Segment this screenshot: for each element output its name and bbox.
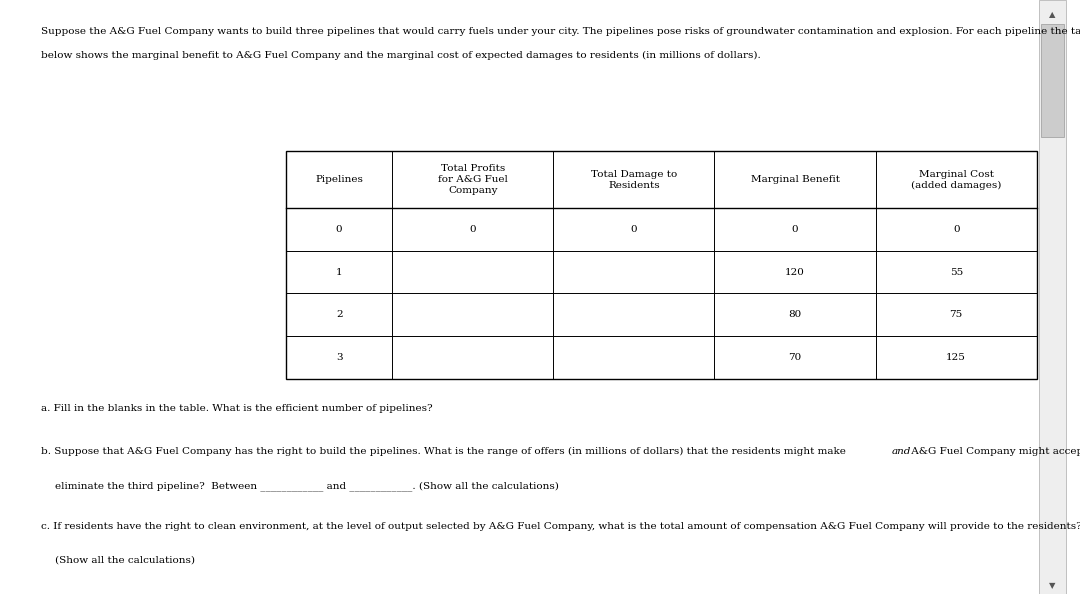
Text: 75: 75 xyxy=(949,310,963,320)
Text: 2: 2 xyxy=(336,310,342,320)
Text: Marginal Benefit: Marginal Benefit xyxy=(751,175,839,184)
Text: 55: 55 xyxy=(949,267,963,277)
Bar xyxy=(1041,24,1064,137)
Text: 0: 0 xyxy=(792,225,798,234)
Text: Suppose the A&G Fuel Company wants to build three pipelines that would carry fue: Suppose the A&G Fuel Company wants to bu… xyxy=(41,27,1080,36)
Text: 70: 70 xyxy=(788,353,801,362)
Text: Pipelines: Pipelines xyxy=(315,175,363,184)
Text: (Show all the calculations): (Show all the calculations) xyxy=(55,556,195,565)
Text: b. Suppose that A&G Fuel Company has the right to build the pipelines. What is t: b. Suppose that A&G Fuel Company has the… xyxy=(41,447,849,456)
Text: a. Fill in the blanks in the table. What is the efficient number of pipelines?: a. Fill in the blanks in the table. What… xyxy=(41,404,433,413)
Text: 120: 120 xyxy=(785,267,805,277)
Text: 0: 0 xyxy=(631,225,637,234)
Text: ▲: ▲ xyxy=(1049,10,1056,20)
Text: below shows the marginal benefit to A&G Fuel Company and the marginal cost of ex: below shows the marginal benefit to A&G … xyxy=(41,50,760,59)
Bar xyxy=(1039,0,1066,594)
Text: Total Damage to
Residents: Total Damage to Residents xyxy=(591,170,677,189)
Text: eliminate the third pipeline?  Between ____________ and ____________. (Show all : eliminate the third pipeline? Between __… xyxy=(55,481,559,491)
Text: Total Profits
for A&G Fuel
Company: Total Profits for A&G Fuel Company xyxy=(437,164,508,195)
Text: 80: 80 xyxy=(788,310,801,320)
Text: Marginal Cost
(added damages): Marginal Cost (added damages) xyxy=(912,169,1001,190)
Text: 125: 125 xyxy=(946,353,967,362)
Text: 0: 0 xyxy=(336,225,342,234)
Text: 3: 3 xyxy=(336,353,342,362)
Text: 1: 1 xyxy=(336,267,342,277)
Text: A&G Fuel Company might accept to: A&G Fuel Company might accept to xyxy=(908,447,1080,456)
Text: ▼: ▼ xyxy=(1049,580,1056,590)
Text: 0: 0 xyxy=(470,225,476,234)
Text: and: and xyxy=(891,447,910,456)
Bar xyxy=(286,151,1037,379)
Text: c. If residents have the right to clean environment, at the level of output sele: c. If residents have the right to clean … xyxy=(41,522,1080,530)
Text: 0: 0 xyxy=(953,225,959,234)
